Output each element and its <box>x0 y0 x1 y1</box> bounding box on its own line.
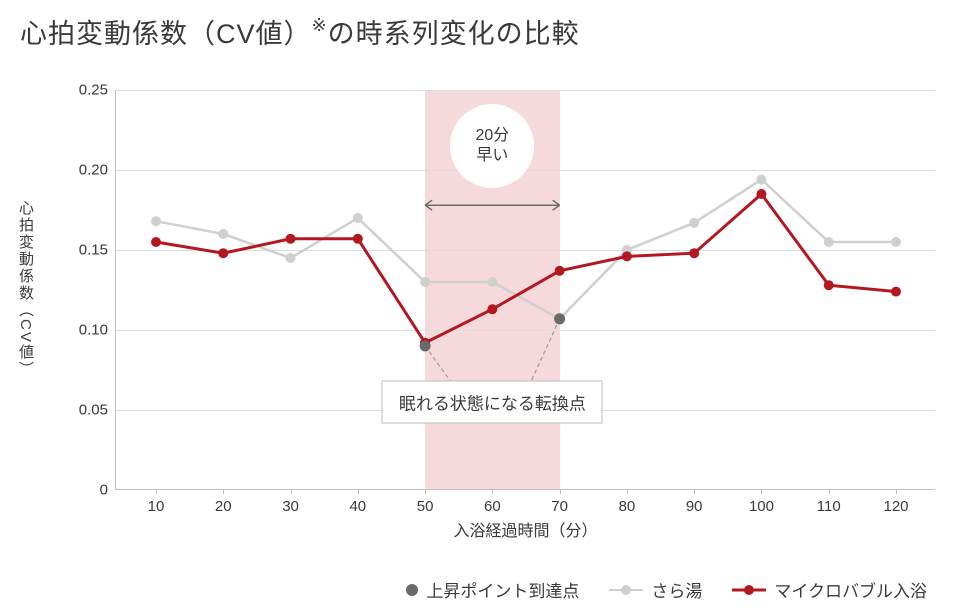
transition-label: 眠れる状態になる転換点 <box>382 381 603 424</box>
series-marker-rise <box>554 313 565 324</box>
series-marker-sarayu <box>756 175 766 185</box>
x-tick <box>627 489 628 494</box>
x-tick <box>829 489 830 494</box>
series-marker-sarayu <box>218 229 228 239</box>
x-tick-label: 60 <box>472 498 512 515</box>
x-tick <box>291 489 292 494</box>
legend-swatch-sarayu <box>609 583 643 597</box>
title-tail: の時系列変化の比較 <box>328 19 580 49</box>
series-marker-sarayu <box>824 237 834 247</box>
y-tick-label: 0.25 <box>66 82 108 99</box>
title-superscript: ※ <box>312 15 328 35</box>
x-tick-label: 110 <box>809 498 849 515</box>
legend: 上昇ポイント到達点 さら湯 マイクロバブル入浴 <box>0 577 957 602</box>
x-tick <box>560 489 561 494</box>
series-marker-sarayu <box>891 237 901 247</box>
series-marker-microbubble <box>151 237 161 247</box>
legend-swatch-micro <box>732 583 766 597</box>
x-tick-label: 10 <box>136 498 176 515</box>
series-marker-sarayu <box>487 277 497 287</box>
x-tick <box>896 489 897 494</box>
x-tick-label: 70 <box>540 498 580 515</box>
series-marker-microbubble <box>353 234 363 244</box>
legend-swatch-rise <box>406 584 418 596</box>
title-main: 心拍変動係数（CV値） <box>20 19 312 49</box>
series-marker-sarayu <box>286 253 296 263</box>
series-marker-microbubble <box>756 189 766 199</box>
series-marker-microbubble <box>689 248 699 258</box>
x-tick <box>694 489 695 494</box>
legend-item-sarayu: さら湯 <box>609 577 702 602</box>
y-tick-label: 0.20 <box>66 162 108 179</box>
y-tick-label: 0.05 <box>66 402 108 419</box>
series-marker-rise <box>420 341 431 352</box>
chart-area: 入浴経過時間（分） 00.050.100.150.200.25102030405… <box>65 90 935 530</box>
x-tick-label: 80 <box>607 498 647 515</box>
series-line-sarayu <box>156 180 896 319</box>
x-tick <box>425 489 426 494</box>
y-tick-label: 0.15 <box>66 242 108 259</box>
x-axis-label: 入浴経過時間（分） <box>116 517 935 541</box>
x-tick-label: 50 <box>405 498 445 515</box>
series-marker-microbubble <box>218 248 228 258</box>
x-tick <box>492 489 493 494</box>
series-marker-microbubble <box>555 266 565 276</box>
series-marker-sarayu <box>420 277 430 287</box>
legend-item-micro: マイクロバブル入浴 <box>732 577 927 602</box>
y-tick-label: 0 <box>66 482 108 499</box>
series-marker-sarayu <box>151 216 161 226</box>
series-marker-microbubble <box>487 304 497 314</box>
legend-item-rise: 上昇ポイント到達点 <box>406 577 579 602</box>
x-tick <box>761 489 762 494</box>
legend-label-rise: 上昇ポイント到達点 <box>426 577 579 602</box>
x-tick-label: 120 <box>876 498 916 515</box>
series-marker-microbubble <box>824 280 834 290</box>
chart-title: 心拍変動係数（CV値）※の時系列変化の比較 <box>20 12 580 51</box>
series-marker-sarayu <box>353 213 363 223</box>
legend-label-micro: マイクロバブル入浴 <box>774 577 927 602</box>
x-tick-label: 20 <box>203 498 243 515</box>
callout-line: 20分 <box>475 126 509 146</box>
y-axis-label: 心拍変動係数（CV値） <box>15 200 36 378</box>
callout-20min: 20分早い <box>450 104 534 188</box>
x-tick-label: 100 <box>741 498 781 515</box>
series-marker-microbubble <box>286 234 296 244</box>
series-line-microbubble <box>156 194 896 343</box>
x-tick <box>156 489 157 494</box>
plot-region: 入浴経過時間（分） 00.050.100.150.200.25102030405… <box>115 90 935 490</box>
x-tick-label: 30 <box>271 498 311 515</box>
y-tick-label: 0.10 <box>66 322 108 339</box>
x-tick-label: 90 <box>674 498 714 515</box>
callout-line: 早い <box>476 146 508 166</box>
series-marker-microbubble <box>622 251 632 261</box>
legend-label-sarayu: さら湯 <box>651 577 702 602</box>
series-marker-microbubble <box>891 287 901 297</box>
series-marker-sarayu <box>689 218 699 228</box>
x-tick <box>358 489 359 494</box>
x-tick-label: 40 <box>338 498 378 515</box>
x-tick <box>223 489 224 494</box>
